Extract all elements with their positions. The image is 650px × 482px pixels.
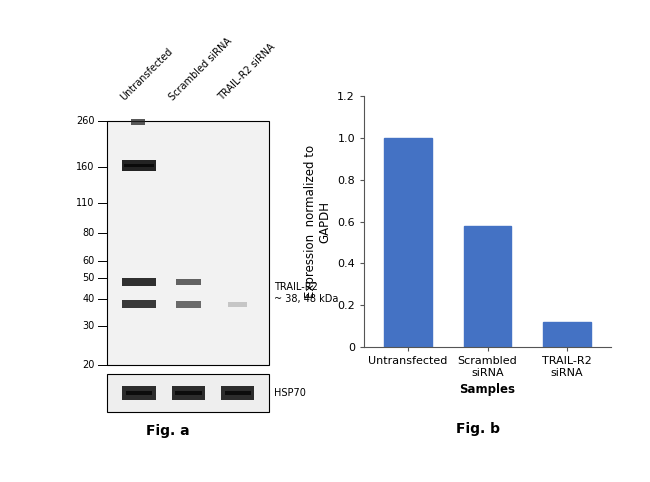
- Bar: [126, 390, 152, 395]
- Text: HSP70: HSP70: [274, 388, 306, 398]
- Text: TRAIL-R2
~ 38, 48 kDa: TRAIL-R2 ~ 38, 48 kDa: [274, 282, 339, 304]
- Text: 80: 80: [83, 228, 95, 238]
- Bar: [176, 390, 202, 395]
- Text: 20: 20: [83, 360, 95, 370]
- Bar: [384, 138, 432, 347]
- Bar: [228, 302, 247, 307]
- Bar: [124, 164, 154, 167]
- Bar: [122, 300, 156, 308]
- Text: 160: 160: [76, 162, 95, 172]
- Bar: [543, 322, 591, 347]
- Text: 60: 60: [83, 255, 95, 266]
- Text: TRAIL-R2 siRNA: TRAIL-R2 siRNA: [216, 41, 277, 102]
- Text: 30: 30: [83, 321, 95, 332]
- Bar: [107, 375, 269, 412]
- Bar: [176, 279, 201, 285]
- Bar: [122, 160, 156, 172]
- Text: Scrambled siRNA: Scrambled siRNA: [168, 36, 234, 102]
- Text: 260: 260: [76, 116, 95, 126]
- Bar: [122, 386, 156, 400]
- Bar: [172, 386, 205, 400]
- Text: Untransfected: Untransfected: [118, 46, 174, 102]
- X-axis label: Samples: Samples: [460, 383, 515, 396]
- Bar: [224, 390, 251, 395]
- Text: 40: 40: [83, 294, 95, 304]
- Bar: [131, 119, 145, 125]
- Text: Fig. b: Fig. b: [456, 422, 500, 436]
- Bar: [107, 121, 269, 365]
- Text: Fig. a: Fig. a: [146, 424, 190, 438]
- Text: 50: 50: [83, 273, 95, 283]
- Y-axis label: Expression  normalized to
GAPDH: Expression normalized to GAPDH: [304, 145, 332, 298]
- Bar: [176, 301, 201, 308]
- Bar: [221, 386, 255, 400]
- Bar: [463, 226, 512, 347]
- Bar: [122, 278, 156, 285]
- Text: 110: 110: [76, 198, 95, 208]
